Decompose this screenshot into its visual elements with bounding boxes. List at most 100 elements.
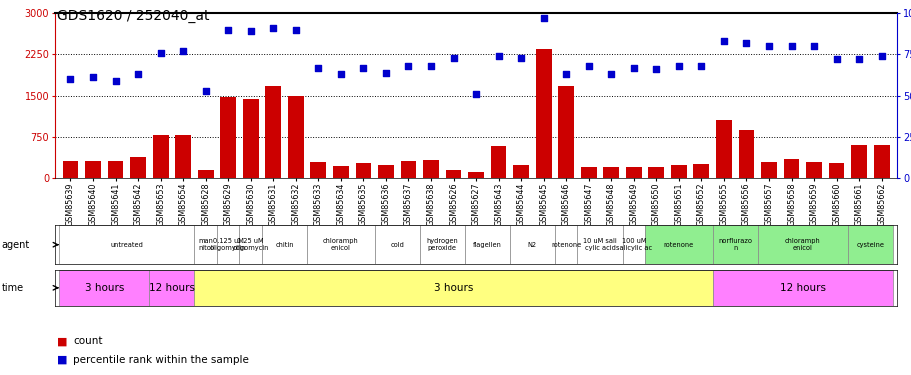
Bar (580, 166, 596, 178)
Point (558, 71, 573, 77)
Bar (152, 135, 169, 178)
Bar (310, 162, 326, 178)
Bar (622, 225, 644, 264)
Bar (242, 99, 259, 178)
Point (626, 64, 640, 70)
Bar (761, 162, 776, 178)
Point (288, 27, 302, 33)
Point (355, 64, 370, 70)
Bar (715, 120, 731, 178)
Bar (513, 165, 528, 178)
Bar (757, 225, 847, 264)
Point (806, 43, 821, 49)
Point (874, 53, 888, 59)
Text: flagellen: flagellen (473, 242, 501, 248)
Bar (374, 225, 419, 264)
Bar (265, 86, 281, 178)
Point (176, 48, 190, 54)
Bar (59, 225, 194, 264)
Bar (378, 165, 394, 178)
Bar (847, 225, 892, 264)
Point (63, 76, 77, 82)
Bar (577, 225, 622, 264)
Bar (670, 165, 686, 178)
Point (401, 63, 415, 69)
Point (424, 63, 438, 69)
Bar (59, 270, 149, 306)
Bar (194, 225, 217, 264)
Bar (149, 270, 194, 306)
Bar (805, 162, 821, 178)
Bar (828, 163, 844, 178)
Text: ■: ■ (57, 355, 68, 365)
Point (311, 64, 325, 70)
Text: 100 uM
salicylic ac: 100 uM salicylic ac (615, 238, 651, 251)
Text: 10 uM sali
cylic acid: 10 uM sali cylic acid (582, 238, 616, 251)
Bar (198, 170, 213, 178)
Bar (644, 225, 711, 264)
Text: N2: N2 (527, 242, 537, 248)
Point (130, 71, 145, 77)
Bar (423, 160, 438, 178)
Bar (130, 157, 146, 178)
Bar (467, 171, 484, 178)
Point (491, 53, 506, 59)
Bar (625, 166, 641, 178)
Bar (288, 96, 303, 178)
Point (333, 71, 348, 77)
Point (761, 43, 775, 49)
Text: 3 hours: 3 hours (434, 283, 473, 293)
Text: 3 hours: 3 hours (85, 283, 124, 293)
Text: chloramph
enicol: chloramph enicol (784, 238, 820, 251)
Point (266, 25, 281, 31)
Bar (355, 163, 371, 178)
Bar (63, 161, 78, 178)
Point (649, 66, 663, 72)
Text: 12 hours: 12 hours (779, 283, 824, 293)
Point (108, 78, 123, 84)
Bar (419, 225, 465, 264)
Point (468, 91, 483, 97)
Bar (107, 161, 123, 178)
Point (86, 75, 100, 81)
Bar (850, 145, 866, 178)
Bar (535, 49, 551, 178)
Bar (692, 164, 709, 178)
Text: chitin: chitin (275, 242, 293, 248)
Text: untreated: untreated (110, 242, 143, 248)
Bar (85, 161, 101, 178)
Bar (175, 135, 190, 178)
Text: time: time (2, 283, 24, 293)
Bar (711, 225, 757, 264)
Bar (220, 97, 236, 178)
Text: rotenone: rotenone (550, 242, 580, 248)
Bar (307, 225, 374, 264)
Point (513, 55, 527, 61)
Text: rotenone: rotenone (663, 242, 693, 248)
Bar (240, 225, 261, 264)
Point (581, 63, 596, 69)
Bar (738, 130, 753, 178)
Point (693, 63, 708, 69)
Point (828, 56, 843, 62)
Bar (648, 167, 663, 178)
Point (783, 43, 798, 49)
Text: 12 hours: 12 hours (148, 283, 195, 293)
Point (716, 38, 731, 44)
Text: GDS1620 / 252040_at: GDS1620 / 252040_at (56, 9, 209, 23)
Point (153, 50, 168, 56)
Point (536, 15, 550, 21)
Text: agent: agent (2, 240, 30, 250)
Text: 1.25 uM
oligomycin: 1.25 uM oligomycin (232, 238, 269, 251)
Text: percentile rank within the sample: percentile rank within the sample (73, 355, 249, 365)
Bar (217, 225, 240, 264)
Text: hydrogen
peroxide: hydrogen peroxide (426, 238, 457, 251)
Bar (558, 86, 573, 178)
Bar (465, 225, 509, 264)
Point (243, 28, 258, 34)
Bar (490, 146, 506, 178)
Bar (509, 225, 554, 264)
Bar (873, 145, 888, 178)
Bar (261, 225, 307, 264)
Bar (333, 166, 348, 178)
